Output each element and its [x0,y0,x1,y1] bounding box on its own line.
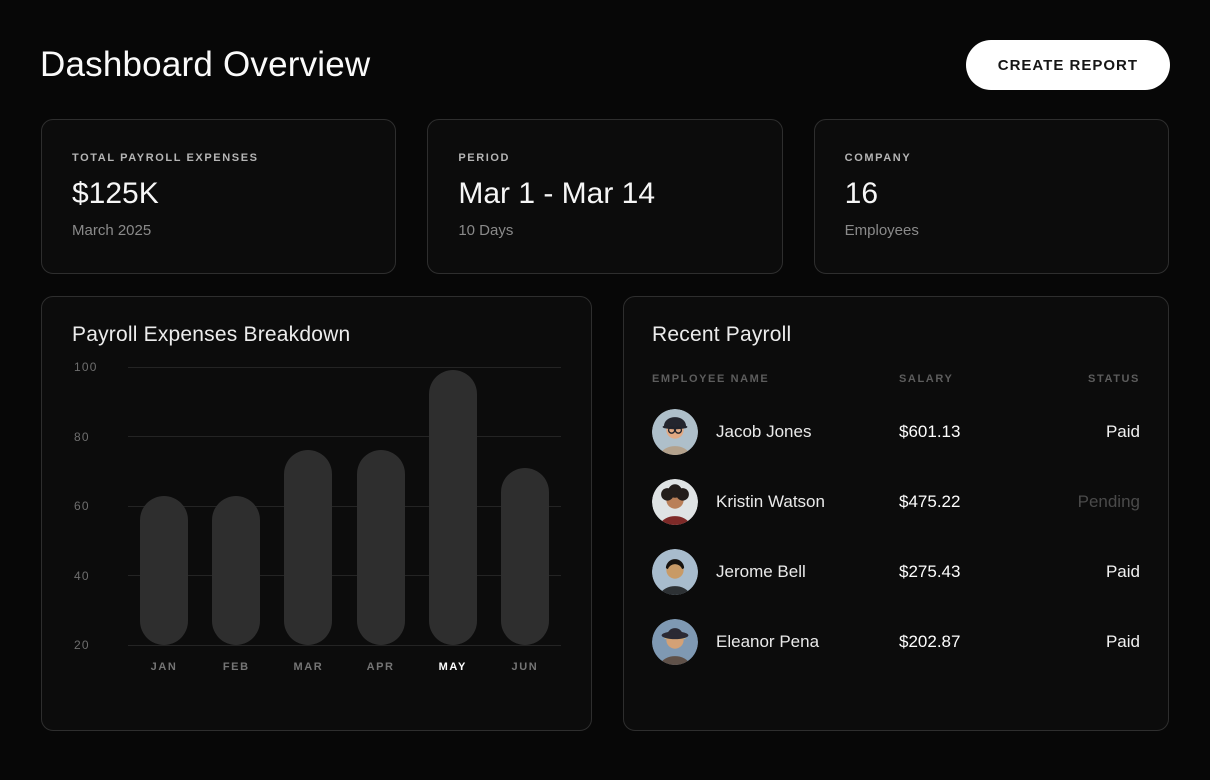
employee-name: Jerome Bell [716,562,806,581]
gridline [128,644,561,646]
bar-jun [500,467,549,645]
stat-card-company: COMPANY 16 Employees [813,119,1169,274]
table-row[interactable]: Kristin Watson $475.22 Pending [652,467,1140,537]
employee-salary: $475.22 [899,492,961,511]
chart-plot-area [128,366,561,646]
create-report-button[interactable]: CREATE REPORT [965,40,1170,90]
employee-salary: $275.43 [899,562,961,581]
table-title: Recent Payroll [652,323,792,346]
avatar [652,549,698,595]
x-tick-label-jan: JAN [150,661,178,673]
employee-cell: Jacob Jones [652,409,899,455]
bar-chart: 100 80 60 40 20 [72,360,561,652]
stat-value: $125K [72,177,159,210]
table-body: Jacob Jones $601.13 Paid Kristin Watson $47… [652,397,1140,677]
employee-name: Kristin Watson [716,492,825,511]
panels-row: Payroll Expenses Breakdown 100 80 60 40 20 J… [0,296,1210,731]
stat-label: PERIOD [458,152,511,164]
bar-slot-mar [272,367,344,645]
avatar [652,479,698,525]
stat-subtitle: Employees [844,222,919,239]
payroll-expenses-breakdown-panel: Payroll Expenses Breakdown 100 80 60 40 20 J… [41,296,592,731]
stats-row: TOTAL PAYROLL EXPENSES $125K March 2025 … [0,119,1210,274]
employee-name: Jacob Jones [716,422,812,441]
gridline [128,575,561,576]
header: Dashboard Overview CREATE REPORT [0,0,1210,90]
page-title: Dashboard Overview [40,45,371,84]
table-header: EMPLOYEE NAME SALARY STATUS [652,373,1140,385]
x-tick-label-feb: FEB [222,661,250,673]
stat-value: Mar 1 - Mar 14 [458,177,656,210]
bar-slot-jan [128,367,200,645]
status-badge: Paid [1105,422,1140,441]
employee-salary: $202.87 [899,632,961,651]
stat-label: COMPANY [844,152,912,164]
gridline [128,366,561,368]
table-row[interactable]: Jacob Jones $601.13 Paid [652,397,1140,467]
status-badge: Pending [1077,492,1140,511]
avatar [652,619,698,665]
bar-feb [212,495,261,645]
bar-may [428,370,477,645]
chart-x-axis: JAN FEB MAR APR MAY JUN [128,661,561,673]
x-tick-label-mar: MAR [293,661,324,673]
column-header-status: STATUS [1088,373,1140,385]
avatar [652,409,698,455]
table-row[interactable]: Eleanor Pena $202.87 Paid [652,607,1140,677]
bar-apr [356,450,405,645]
status-badge: Paid [1105,562,1140,581]
y-tick-label: 40 [74,568,90,583]
column-header-salary: SALARY [899,373,954,385]
chart-bars [128,367,561,645]
employee-cell: Jerome Bell [652,549,899,595]
chart-y-axis: 100 80 60 40 20 [72,360,128,652]
employee-cell: Kristin Watson [652,479,899,525]
column-header-employee-name: EMPLOYEE NAME [652,373,770,385]
stat-label: TOTAL PAYROLL EXPENSES [72,152,259,164]
bar-slot-feb [200,367,272,645]
stat-subtitle: March 2025 [72,222,152,239]
stat-card-period: PERIOD Mar 1 - Mar 14 10 Days [427,119,783,274]
bar-slot-may [417,367,489,645]
gridline [128,436,561,437]
bar-slot-apr [345,367,417,645]
chart-title: Payroll Expenses Breakdown [72,323,351,346]
y-tick-label: 20 [74,638,90,652]
employee-salary: $601.13 [899,422,961,441]
y-tick-label: 100 [74,360,98,374]
x-tick-label-apr: APR [366,661,395,673]
y-tick-label: 60 [74,499,90,513]
x-tick-label-jun: JUN [511,661,539,673]
bar-mar [284,450,333,645]
x-tick-label-may: MAY [438,661,467,673]
gridline [128,505,561,507]
stat-value: 16 [844,177,879,210]
recent-payroll-panel: Recent Payroll EMPLOYEE NAME SALARY STAT… [623,296,1169,731]
bar-jan [140,495,189,645]
bar-slot-jun [489,367,561,645]
employee-name: Eleanor Pena [716,632,820,651]
y-tick-label: 80 [74,429,90,444]
stat-card-total-payroll-expenses: TOTAL PAYROLL EXPENSES $125K March 2025 [41,119,397,274]
employee-cell: Eleanor Pena [652,619,899,665]
status-badge: Paid [1105,632,1140,651]
stat-subtitle: 10 Days [458,222,514,239]
table-row[interactable]: Jerome Bell $275.43 Paid [652,537,1140,607]
